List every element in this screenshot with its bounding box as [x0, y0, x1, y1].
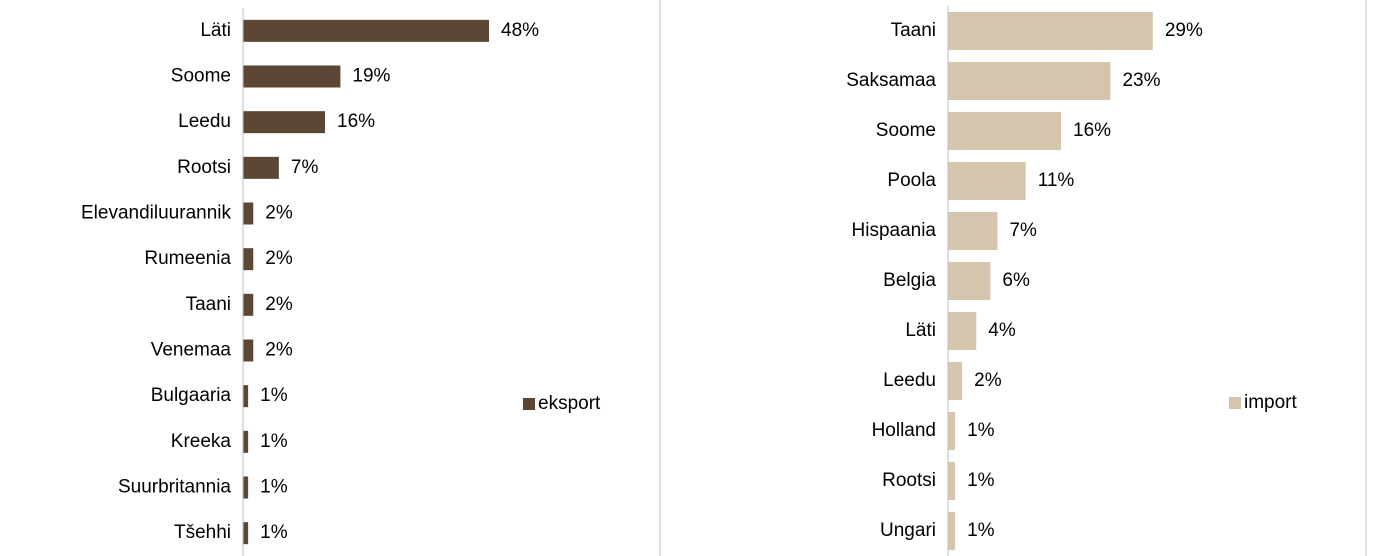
category-label: Taani — [891, 20, 936, 41]
category-label: Holland — [872, 420, 936, 441]
bar — [948, 312, 977, 350]
bar — [243, 339, 254, 362]
value-label: 2% — [974, 370, 1002, 391]
category-label: Soome — [876, 120, 936, 141]
value-label: 1% — [967, 470, 995, 491]
value-label: 1% — [260, 385, 288, 406]
category-label: Soome — [171, 66, 231, 87]
bar — [243, 65, 341, 88]
bar — [243, 476, 249, 499]
bar — [948, 12, 1153, 50]
bar — [243, 19, 490, 42]
bar — [243, 156, 279, 179]
value-label: 1% — [260, 431, 288, 452]
category-label: Saksamaa — [846, 70, 936, 91]
value-label: 19% — [352, 66, 390, 87]
bar — [243, 430, 249, 453]
legend-label: eksport — [538, 393, 601, 414]
bar — [948, 162, 1026, 200]
value-label: 16% — [1073, 120, 1111, 141]
category-label: Poola — [887, 170, 936, 191]
value-label: 2% — [265, 340, 293, 361]
category-label: Läti — [905, 320, 936, 341]
value-label: 7% — [291, 157, 319, 178]
bar — [948, 362, 963, 400]
value-label: 29% — [1165, 20, 1203, 41]
bar — [243, 248, 254, 271]
legend-swatch — [523, 398, 535, 410]
bar — [243, 202, 254, 225]
category-label: Tšehhi — [174, 522, 231, 543]
category-label: Hispaania — [852, 220, 937, 241]
category-label: Suurbritannia — [118, 477, 231, 498]
value-label: 23% — [1122, 70, 1160, 91]
category-label: Rootsi — [177, 157, 231, 178]
value-label: 16% — [337, 111, 375, 132]
value-label: 2% — [265, 203, 293, 224]
category-label: Belgia — [883, 270, 936, 291]
bar — [243, 385, 249, 408]
bar — [948, 62, 1111, 100]
bar — [243, 293, 254, 316]
legend-swatch — [1229, 397, 1241, 409]
value-label: 4% — [988, 320, 1016, 341]
bar — [948, 412, 956, 450]
value-label: 1% — [260, 522, 288, 543]
value-label: 11% — [1038, 170, 1075, 191]
value-label: 1% — [260, 477, 288, 498]
value-label: 1% — [967, 420, 995, 441]
category-label: Rootsi — [882, 470, 936, 491]
bar — [948, 112, 1062, 150]
value-label: 2% — [265, 248, 293, 269]
bar — [948, 462, 956, 500]
category-label: Kreeka — [171, 431, 232, 452]
category-label: Rumeenia — [144, 248, 231, 269]
bar — [243, 522, 249, 545]
bar — [948, 262, 991, 300]
value-label: 7% — [1009, 220, 1037, 241]
category-label: Elevandiluurannik — [81, 203, 231, 224]
category-label: Ungari — [880, 520, 936, 541]
bar — [948, 212, 998, 250]
value-label: 48% — [501, 20, 539, 41]
category-label: Bulgaaria — [151, 385, 232, 406]
value-label: 6% — [1002, 270, 1030, 291]
category-label: Venemaa — [151, 340, 232, 361]
category-label: Läti — [200, 20, 231, 41]
bar — [948, 512, 956, 550]
category-label: Leedu — [178, 111, 231, 132]
value-label: 2% — [265, 294, 293, 315]
category-label: Taani — [186, 294, 231, 315]
category-label: Leedu — [883, 370, 936, 391]
legend-label: import — [1244, 392, 1298, 413]
value-label: 1% — [967, 520, 995, 541]
bar — [243, 111, 326, 134]
